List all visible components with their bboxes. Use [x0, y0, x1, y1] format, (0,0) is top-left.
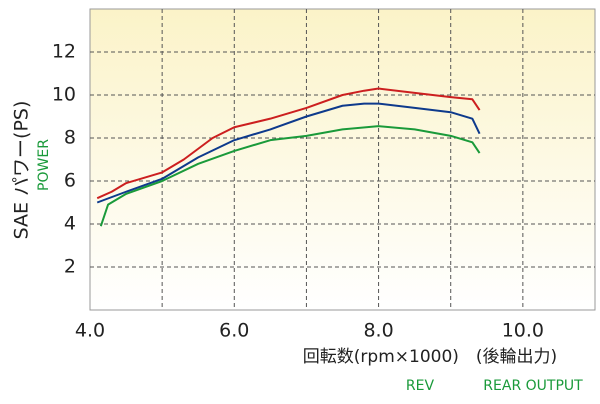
y-tick-label: 12	[52, 41, 76, 63]
y-tick-label: 10	[52, 84, 76, 106]
x-axis-label-en: REAR OUTPUT	[483, 378, 583, 394]
y-tick-label: 8	[64, 127, 76, 149]
plot-area	[89, 8, 596, 311]
x-tick-label: 10.0	[502, 320, 544, 342]
x-axis-label-en: REV	[406, 378, 435, 394]
x-tick-label: 4.0	[75, 320, 105, 342]
y-axis-label-en: POWER	[36, 139, 52, 191]
y-tick-label: 2	[64, 256, 76, 278]
y-tick-label: 4	[64, 213, 76, 235]
y-axis-label: SAE パワー(PS)	[11, 101, 33, 240]
series-line	[99, 125, 481, 227]
series-line	[96, 102, 481, 204]
x-axis-label: 回転数(rpm×1000) (後輪出力)	[303, 347, 557, 367]
series-line	[96, 87, 481, 200]
y-tick-label: 6	[64, 170, 76, 192]
x-tick-label: 8.0	[363, 320, 393, 342]
x-tick-label: 6.0	[219, 320, 249, 342]
